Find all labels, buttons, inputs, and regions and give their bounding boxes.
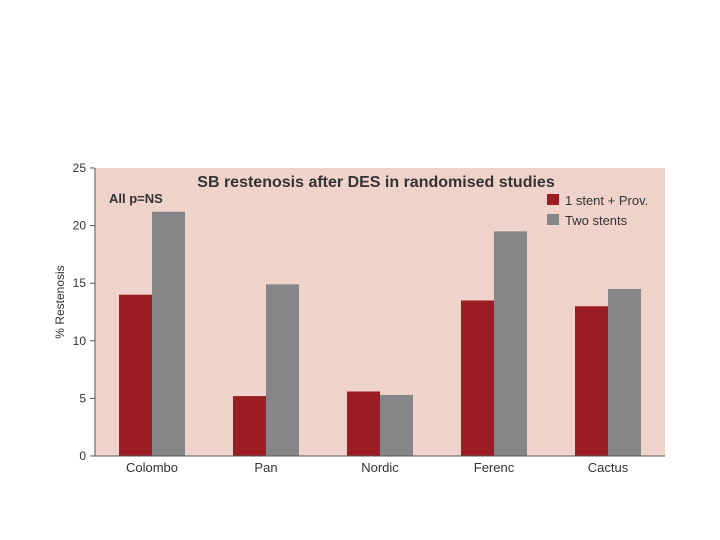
legend-label-single-stent: 1 stent + Prov. xyxy=(565,193,648,208)
x-category-label: Colombo xyxy=(126,460,178,475)
legend-swatch-two-stents xyxy=(547,214,559,225)
y-tick-label: 10 xyxy=(73,334,87,348)
x-axis-categories: Colombo Pan Nordic Ferenc Cactus xyxy=(126,460,629,475)
chart-title: SB restenosis after DES in randomised st… xyxy=(197,174,555,191)
significance-annotation: All p=NS xyxy=(109,191,163,206)
y-tick-label: 25 xyxy=(73,161,87,175)
bar-colombo-series-2 xyxy=(152,211,185,456)
y-tick-label: 0 xyxy=(79,449,86,463)
y-axis-ticks: 0 5 10 15 20 25 xyxy=(73,161,95,463)
x-category-label: Nordic xyxy=(361,460,399,475)
x-category-label: Cactus xyxy=(588,460,629,475)
y-tick-label: 5 xyxy=(79,391,86,405)
bar-ferenc-series-2 xyxy=(494,231,527,456)
bars xyxy=(119,211,641,456)
legend-swatch-single-stent xyxy=(547,194,559,205)
bar-cactus-series-2 xyxy=(608,288,641,456)
y-axis-label: % Restenosis xyxy=(53,265,67,338)
legend: 1 stent + Prov. Two stents xyxy=(547,193,648,228)
bar-nordic-series-2 xyxy=(380,394,413,456)
x-category-label: Ferenc xyxy=(474,460,515,475)
bar-ferenc-series-1 xyxy=(461,300,494,456)
legend-label-two-stents: Two stents xyxy=(565,213,628,228)
y-tick-label: 20 xyxy=(73,219,87,233)
y-tick-label: 15 xyxy=(73,276,87,290)
x-category-label: Pan xyxy=(254,460,277,475)
bar-pan-series-2 xyxy=(266,284,299,456)
bar-pan-series-1 xyxy=(233,396,266,456)
bar-nordic-series-1 xyxy=(347,391,380,456)
bar-cactus-series-1 xyxy=(575,306,608,456)
bar-colombo-series-1 xyxy=(119,294,152,456)
